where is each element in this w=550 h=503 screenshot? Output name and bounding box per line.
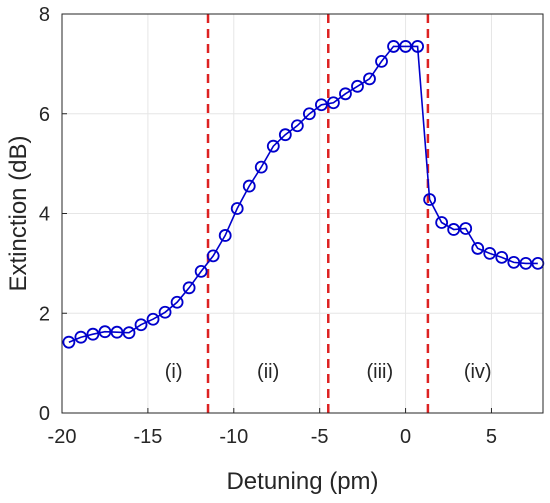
region-label: (ii) (257, 361, 279, 383)
x-axis-title: Detuning (pm) (226, 468, 378, 495)
data-point (387, 40, 400, 53)
data-point (98, 325, 112, 339)
data-point (146, 312, 160, 326)
data-point (459, 222, 473, 235)
data-point (399, 40, 412, 53)
y-tick-label: 4 (39, 204, 50, 226)
grid-lines (61, 13, 543, 414)
y-tick-label: 6 (39, 104, 50, 126)
data-point (507, 255, 521, 269)
data-point (495, 250, 509, 264)
region-dividers (206, 14, 430, 413)
data-point (254, 160, 268, 174)
data-point (122, 326, 136, 340)
data-point (327, 96, 340, 110)
data-point (242, 179, 256, 193)
x-tick-label: -10 (219, 426, 248, 448)
region-label: (iv) (464, 361, 492, 383)
data-point (411, 40, 424, 53)
y-tick-label: 8 (39, 4, 50, 26)
data-point (435, 216, 449, 229)
region-label: (i) (165, 361, 183, 383)
data-point (339, 87, 352, 101)
data-series (62, 40, 545, 349)
y-tick-label: 0 (39, 403, 50, 425)
data-point (230, 202, 244, 215)
data-point (218, 229, 232, 242)
data-point (423, 193, 437, 206)
data-point (170, 295, 184, 309)
data-point (62, 335, 76, 349)
data-point (447, 223, 461, 236)
x-tick-label: -20 (48, 426, 77, 448)
x-tick-label: -5 (311, 426, 329, 448)
x-tick-label: -15 (133, 426, 162, 448)
data-point (278, 128, 292, 142)
x-tick-label: 0 (400, 426, 411, 448)
data-point (471, 242, 485, 255)
axis-ticks: -20 -15 -10 -5 0 5 0 2 4 6 8 (39, 4, 497, 448)
series-line (68, 45, 538, 343)
data-point (351, 79, 364, 93)
data-point (110, 325, 124, 339)
data-point (266, 139, 280, 153)
data-point (194, 264, 208, 278)
data-point (375, 54, 388, 68)
region-label: (iii) (366, 361, 393, 383)
y-axis-title: Extinction (dB) (5, 135, 32, 291)
data-point (134, 318, 148, 332)
x-tick-label: 5 (486, 426, 497, 448)
data-point (314, 98, 328, 112)
region-labels: (i) (ii) (iii) (iv) (165, 361, 492, 383)
data-point (483, 246, 497, 260)
data-point (206, 249, 220, 263)
y-tick-label: 2 (39, 303, 50, 325)
data-point (74, 330, 88, 344)
data-point (290, 119, 304, 133)
data-point (302, 107, 316, 121)
data-point (519, 256, 533, 270)
data-point (363, 72, 376, 86)
data-point (182, 281, 196, 295)
data-point (86, 327, 100, 341)
data-point (158, 305, 172, 319)
